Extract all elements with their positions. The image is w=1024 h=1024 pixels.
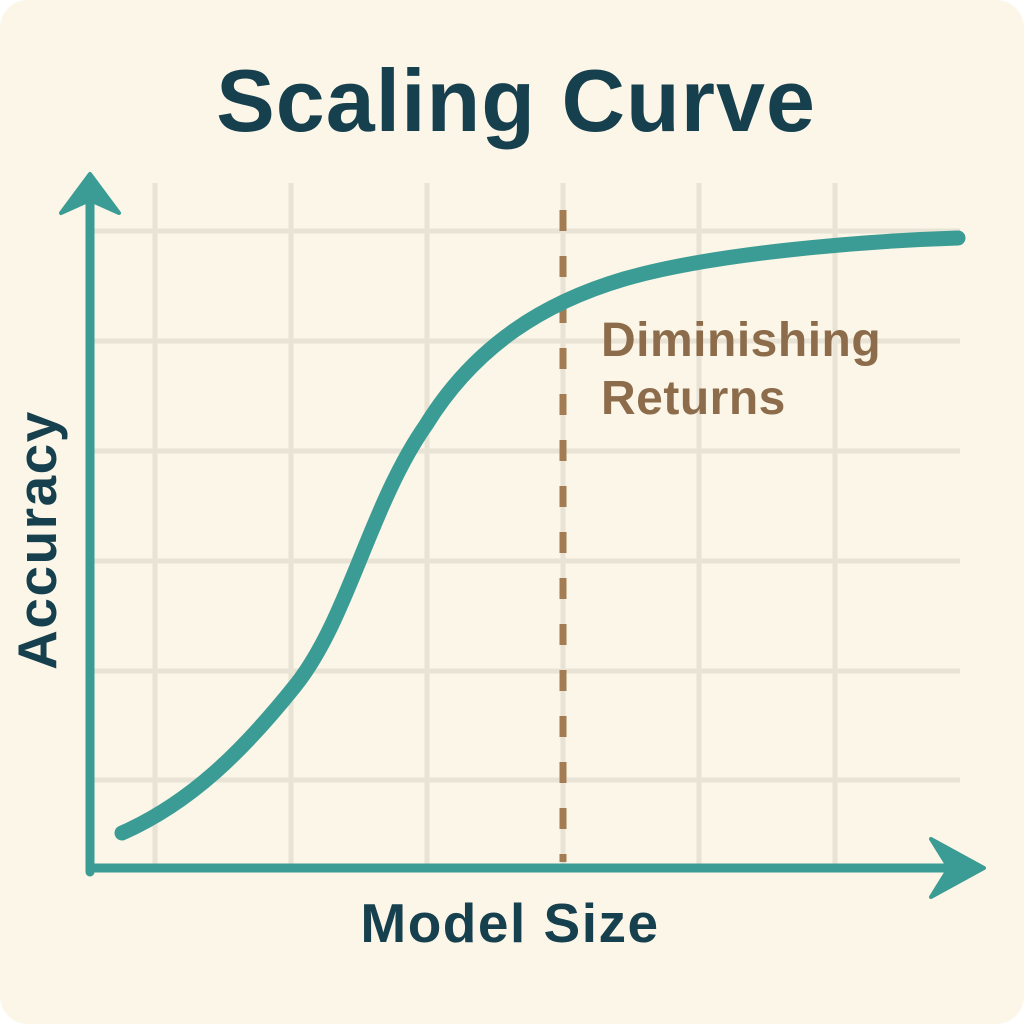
scaling-curve-line — [114, 230, 966, 841]
y-axis-label: Accuracy — [6, 410, 68, 670]
chart-title: Scaling Curve — [216, 51, 816, 150]
x-axis-label: Model Size — [360, 892, 659, 954]
annotation-line-1: Diminishing — [601, 314, 881, 367]
grid — [93, 183, 960, 866]
y-axis-arrowhead-icon — [59, 172, 121, 215]
annotation-line-2: Returns — [601, 372, 786, 425]
x-axis-arrowhead-icon — [929, 837, 986, 899]
diminishing-returns-annotation: Diminishing Returns — [601, 314, 881, 425]
axes — [59, 172, 986, 899]
